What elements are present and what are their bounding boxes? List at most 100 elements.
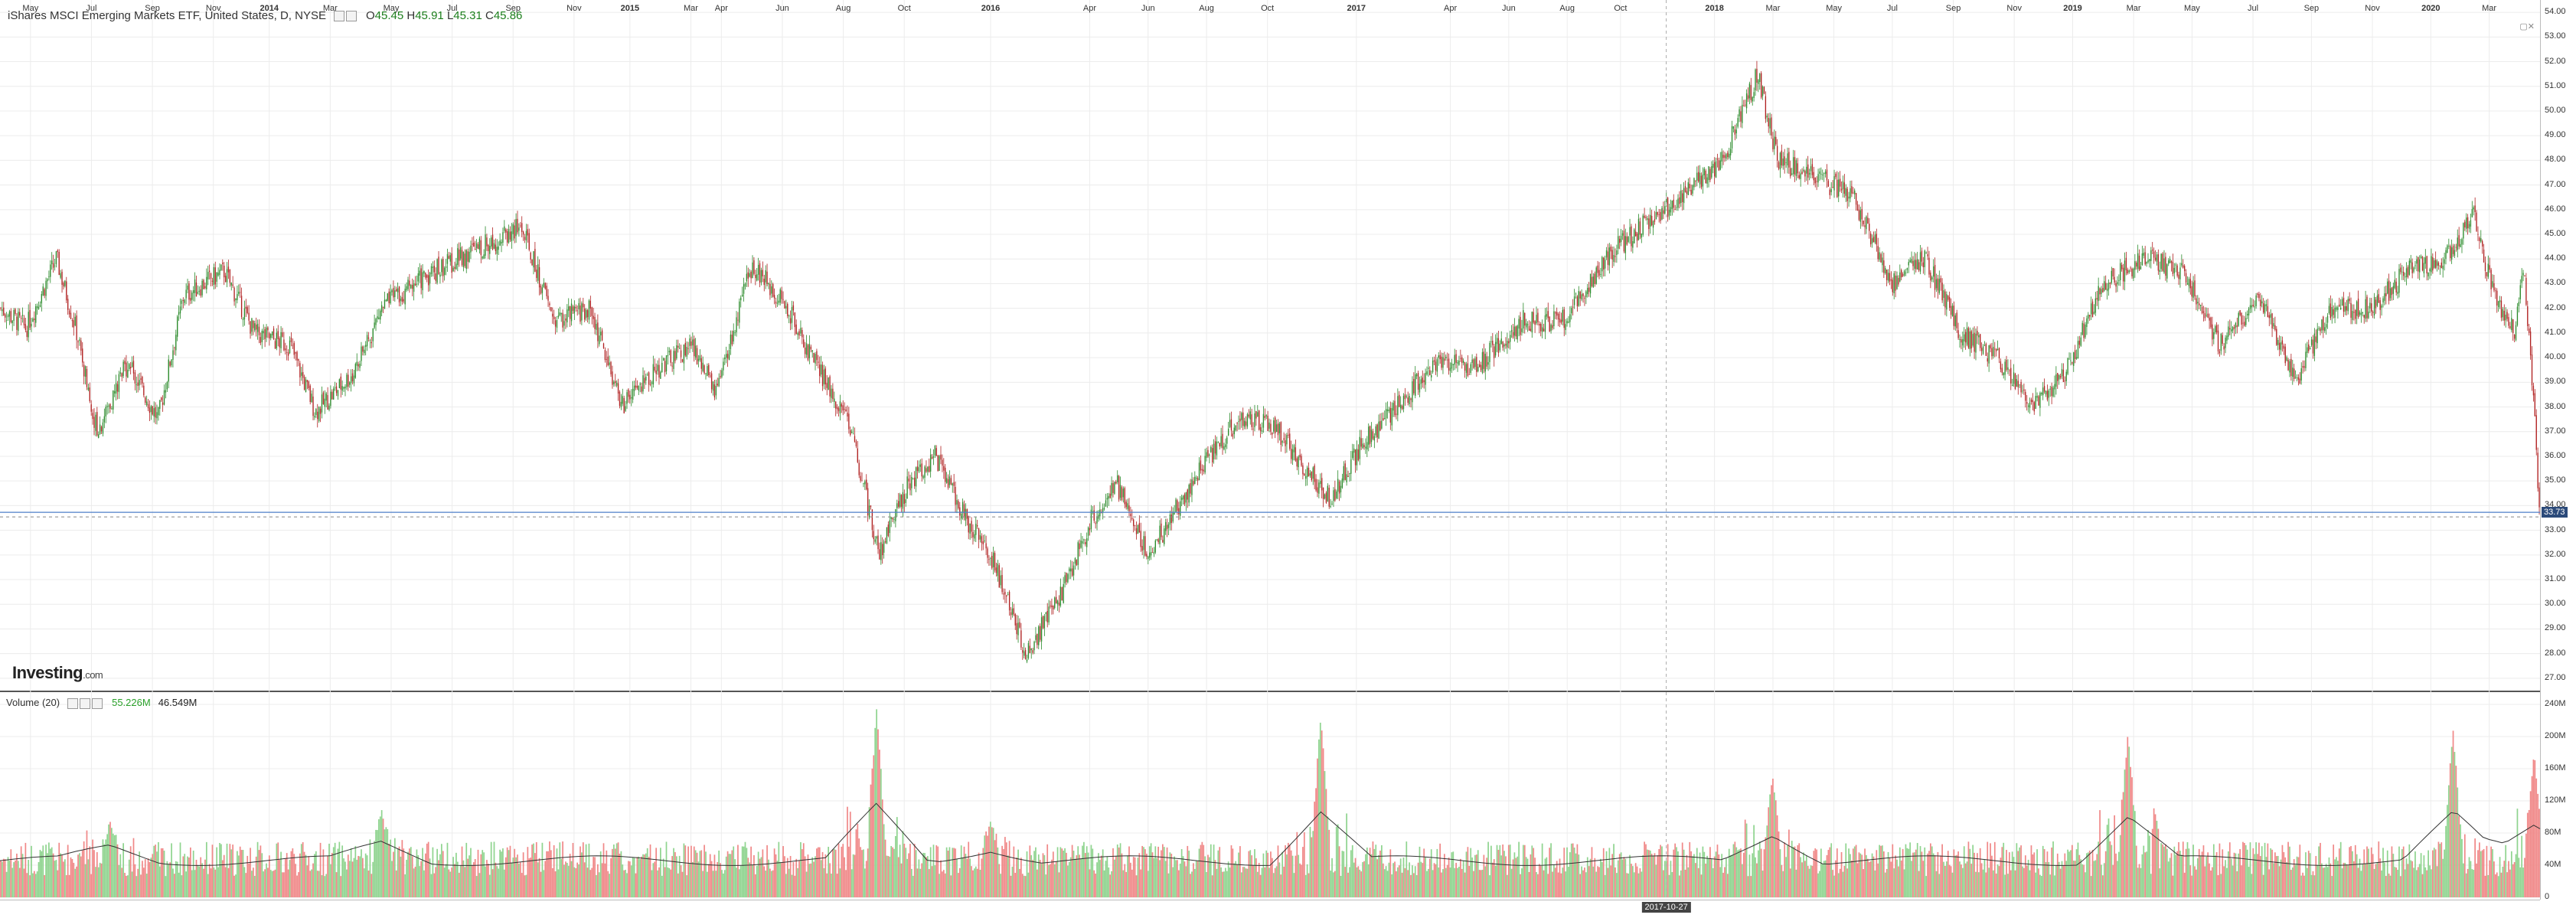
candle-body bbox=[1056, 600, 1059, 605]
volume-bar bbox=[1272, 873, 1275, 897]
candle-body bbox=[648, 372, 650, 385]
candle-body bbox=[159, 400, 161, 409]
candle-body bbox=[67, 299, 69, 310]
candle-body bbox=[1397, 396, 1399, 416]
candle-body bbox=[2010, 368, 2012, 384]
volume-bar bbox=[1422, 863, 1424, 897]
time-axis[interactable] bbox=[0, 900, 2540, 918]
volume-bar bbox=[1821, 864, 1823, 897]
volume-bar bbox=[1169, 852, 1171, 897]
candle-body bbox=[1801, 172, 1803, 175]
volume-bar bbox=[617, 842, 619, 897]
candle-body bbox=[1600, 273, 1601, 275]
volume-bar bbox=[2226, 867, 2228, 897]
volume-bar bbox=[1151, 852, 1154, 897]
volume-bar bbox=[2222, 849, 2224, 897]
volume-bar bbox=[106, 834, 109, 897]
candle-body bbox=[335, 386, 338, 394]
candle-body bbox=[1255, 411, 1257, 419]
candle-body bbox=[1729, 149, 1732, 155]
volume-bar bbox=[2196, 858, 2199, 897]
candle-body bbox=[2199, 305, 2202, 306]
candle-body bbox=[692, 339, 694, 346]
volume-bar bbox=[1634, 863, 1637, 897]
volume-bar bbox=[1179, 863, 1181, 897]
volume-bar bbox=[1127, 855, 1128, 897]
volume-bar bbox=[1763, 849, 1765, 897]
volume-bar bbox=[834, 849, 837, 897]
volume-bar bbox=[2202, 845, 2205, 897]
volume-bar bbox=[102, 839, 104, 897]
volume-bar bbox=[1853, 846, 1856, 897]
volume-bar bbox=[2024, 855, 2026, 897]
candle-body bbox=[769, 283, 771, 296]
volume-bar bbox=[2376, 862, 2378, 897]
candle-body bbox=[1890, 279, 1892, 281]
candle-body bbox=[2207, 313, 2209, 318]
volume-bar bbox=[296, 875, 298, 897]
candle-body bbox=[1477, 367, 1479, 372]
candle-body bbox=[1843, 182, 1846, 194]
candle-body bbox=[1334, 488, 1336, 501]
volume-bar bbox=[142, 867, 145, 897]
volume-bar bbox=[1745, 823, 1748, 897]
volume-bar bbox=[1983, 859, 1986, 897]
volume-bar bbox=[778, 841, 780, 897]
volume-bar bbox=[1270, 851, 1272, 897]
volume-bar bbox=[699, 851, 701, 897]
candle-body bbox=[79, 339, 80, 341]
volume-bar bbox=[240, 850, 243, 897]
volume-bar bbox=[896, 817, 898, 897]
candle-body bbox=[1589, 273, 1592, 294]
volume-bar bbox=[1243, 867, 1246, 897]
candle-body bbox=[439, 274, 441, 277]
volume-bar bbox=[100, 863, 103, 897]
candle-body bbox=[626, 392, 628, 404]
volume-bar bbox=[1748, 854, 1751, 897]
candle-body bbox=[935, 448, 937, 456]
candle-body bbox=[2013, 372, 2015, 384]
candle-body bbox=[2186, 283, 2189, 285]
candle-body bbox=[1394, 400, 1396, 416]
candle-body bbox=[563, 321, 565, 326]
candle-body bbox=[2381, 305, 2382, 308]
volume-bar bbox=[738, 869, 740, 897]
volume-bar bbox=[1739, 849, 1740, 897]
candle-body bbox=[194, 279, 196, 293]
candle-body bbox=[2147, 260, 2149, 263]
volume-bar bbox=[1798, 843, 1801, 897]
volume-bar bbox=[1206, 871, 1207, 897]
volume-bar bbox=[1385, 866, 1387, 897]
volume-bar bbox=[1161, 844, 1164, 897]
volume-bar bbox=[99, 862, 101, 897]
candle-body bbox=[1357, 449, 1360, 461]
candle-body bbox=[1061, 587, 1063, 601]
candle-body bbox=[1381, 420, 1383, 429]
volume-bar bbox=[1546, 857, 1548, 897]
candle-body bbox=[1531, 312, 1533, 333]
candle-body bbox=[576, 310, 578, 312]
candle-body bbox=[2350, 302, 2352, 319]
volume-bar bbox=[21, 854, 24, 897]
candle-body bbox=[2233, 326, 2235, 329]
volume-bar bbox=[1954, 855, 1957, 897]
volume-bar bbox=[1544, 858, 1546, 897]
price-pane[interactable] bbox=[0, 0, 2540, 692]
candle-body bbox=[1040, 617, 1043, 642]
candle-body bbox=[1654, 219, 1656, 222]
volume-bar bbox=[1644, 841, 1645, 897]
candle-body bbox=[978, 528, 980, 540]
volume-bar bbox=[1713, 856, 1716, 897]
candle-body bbox=[1262, 413, 1265, 428]
candle-body bbox=[995, 567, 997, 573]
volume-bar bbox=[1515, 858, 1517, 897]
candle-body bbox=[597, 322, 599, 341]
volume-bar bbox=[1956, 854, 1958, 897]
candle-body bbox=[483, 254, 485, 259]
volume-bar bbox=[223, 854, 225, 897]
volume-bar bbox=[880, 769, 882, 897]
candle-body bbox=[839, 401, 841, 413]
candle-body bbox=[1719, 160, 1721, 170]
volume-bar bbox=[2013, 857, 2015, 897]
price-axis[interactable] bbox=[2540, 0, 2576, 900]
